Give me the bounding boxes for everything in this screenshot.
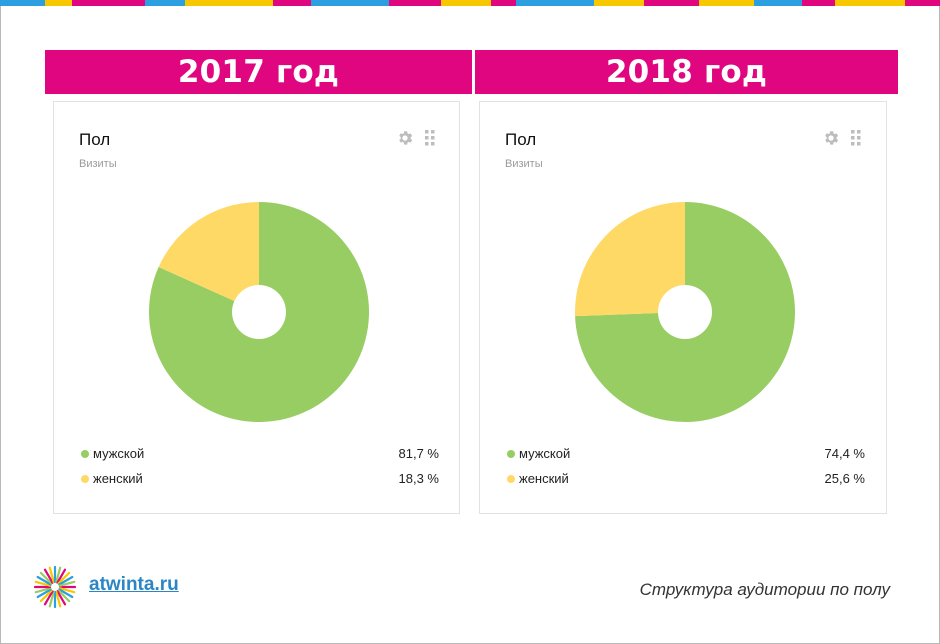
widget-title: Пол (79, 130, 111, 149)
logo-ray (34, 580, 52, 587)
stripe-segment (185, 0, 273, 6)
logo-ray (57, 571, 71, 585)
logo-ray (39, 571, 53, 585)
pie-slice-female[interactable] (158, 202, 259, 301)
stripe-segment (389, 0, 441, 6)
legend-label: мужской (93, 446, 145, 461)
footer-caption: Структура аудитории по полу (639, 580, 890, 599)
stripe-segment (516, 0, 594, 6)
logo-ray (43, 590, 54, 606)
drag-grip-icon[interactable] (425, 130, 435, 146)
legend-row-female: женский 18,3 % (79, 471, 439, 489)
atwinta-link[interactable]: atwinta.ru (89, 574, 179, 595)
drag-grip-icon[interactable] (851, 130, 861, 146)
widget-title: Пол (505, 130, 537, 149)
logo-ray (55, 566, 62, 584)
stripe-segment (311, 0, 389, 6)
logo-ray (58, 575, 74, 586)
pie-slice-male[interactable] (575, 202, 795, 422)
logo-ray (56, 590, 67, 606)
pie-slice-female[interactable] (575, 202, 685, 317)
logo-ray (55, 590, 62, 608)
stripe-segment (145, 0, 185, 6)
logo-ray (39, 589, 53, 603)
legend-dot-female (81, 475, 89, 483)
stripe-segment (835, 0, 905, 6)
logo-ray (58, 580, 76, 587)
gender-pie-chart (575, 202, 795, 422)
logo-ray (56, 568, 67, 584)
legend-dot-female (507, 475, 515, 483)
legend-row-female: женский 25,6 % (505, 471, 865, 489)
stripe-segment (441, 0, 491, 6)
gender-pie-chart (149, 202, 369, 422)
legend-value: 18,3 % (398, 471, 439, 486)
stripe-segment (644, 0, 699, 6)
legend-dot-male (81, 450, 89, 458)
legend-label: женский (519, 471, 569, 486)
logo-ray (43, 568, 54, 584)
logo-ray (48, 590, 55, 608)
legend-label: женский (93, 471, 143, 486)
logo-ray (58, 588, 74, 599)
legend-dot-male (507, 450, 515, 458)
year-banner-2018: 2018 год (475, 50, 898, 94)
legend-value: 25,6 % (824, 471, 865, 486)
stripe-segment (45, 0, 72, 6)
stripe-segment (754, 0, 802, 6)
logo-ray (36, 588, 52, 599)
year-banner-2017: 2017 год (45, 50, 472, 94)
legend-row-male: мужской 74,4 % (505, 446, 865, 464)
stripe-segment (0, 0, 45, 6)
gender-widget-2017: Пол Визиты мужской 81,7 % женский 18,3 % (53, 101, 460, 514)
stripe-segment (273, 0, 311, 6)
logo-ray (48, 566, 55, 584)
atwinta-logo-icon (34, 566, 76, 608)
legend-value: 81,7 % (398, 446, 439, 461)
logo-ray (34, 587, 52, 594)
pie-slice-male[interactable] (149, 202, 369, 422)
widget-subtitle: Визиты (79, 158, 117, 170)
stripe-segment (699, 0, 754, 6)
stripe-segment (802, 0, 835, 6)
legend-label: мужской (519, 446, 571, 461)
stripe-segment (72, 0, 145, 6)
stripe-segment (594, 0, 644, 6)
widget-subtitle: Визиты (505, 158, 543, 170)
logo-ray (36, 575, 52, 586)
logo-ray (57, 589, 71, 603)
gender-widget-2018: Пол Визиты мужской 74,4 % женский 25,6 % (479, 101, 887, 514)
stripe-segment (491, 0, 516, 6)
legend-row-male: мужской 81,7 % (79, 446, 439, 464)
gear-icon[interactable] (396, 129, 414, 147)
stripe-segment (905, 0, 940, 6)
top-color-stripe (0, 0, 940, 6)
logo-ray (58, 587, 76, 594)
legend-value: 74,4 % (824, 446, 865, 461)
gear-icon[interactable] (822, 129, 840, 147)
